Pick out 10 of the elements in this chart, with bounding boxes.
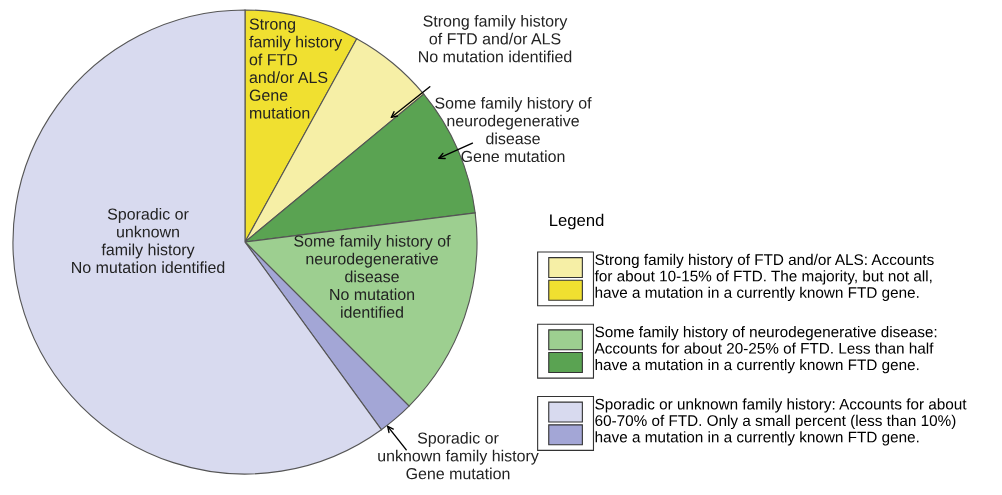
slice-label: Strong family history of FTD and/or ALS Gene mutation <box>249 18 343 119</box>
slice-label: Sporadic or unknown family history No mutation identified <box>72 208 225 274</box>
legend-title: Legend <box>550 213 604 230</box>
slice-label: Some family history of neurodegenerative disease Gene mutation <box>435 97 592 163</box>
text: Some family history of neurodegenerative disease: Accounts for about 20-25% of FTD. Less than half have a mutation in a currently known FTD gene. <box>594 326 937 374</box>
slice-label: Sporadic or unknown family history Gene mutation <box>378 432 539 480</box>
text: Sporadic or unknown family history: Accounts for about 60-70% of FTD. Only a small percent (less than 10%) have a mutation in a currently known FTD gene. <box>595 398 967 446</box>
text: Strong family history of FTD and/or ALS: Accounts for about 10-15% of FTD. The majority, but not all, have a mutation in a currently known FTD gene. <box>594 253 934 301</box>
slice-label: Some family history of neurodegenerative disease No mutation identified <box>294 235 451 318</box>
slice-label: Strong family history of FTD and/or ALS No mutation identified <box>419 15 572 63</box>
